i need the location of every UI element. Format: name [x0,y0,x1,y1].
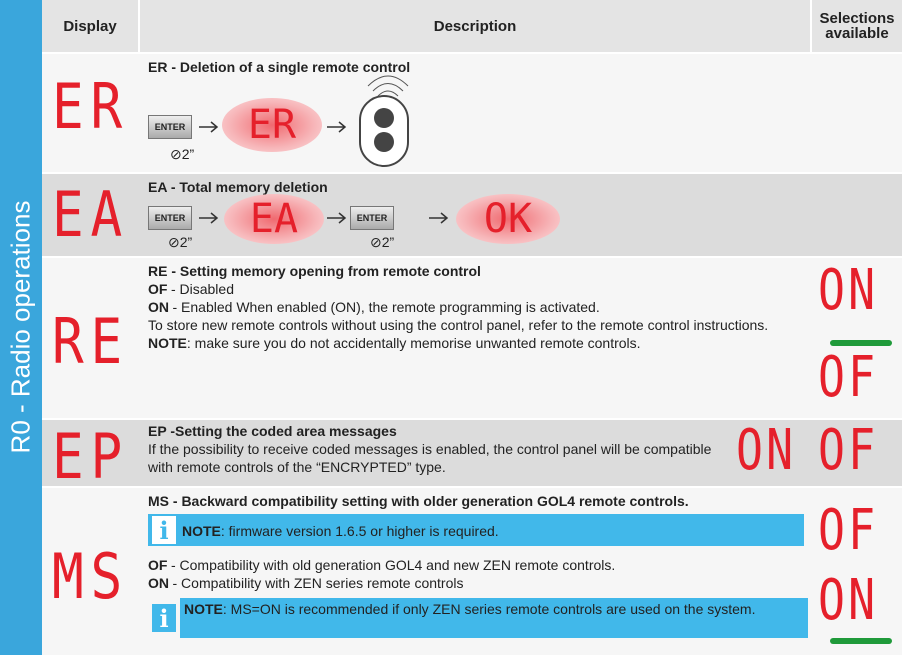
side-label: R0 - Radio operations [5,200,36,454]
line: ON - Enabled When enabled (ON), the remot… [148,298,808,316]
term: OF [148,281,168,297]
button: ENTER [148,115,192,139]
arrow [327,212,347,224]
remote-icon [359,75,409,167]
line: NOTE: make sure you do not accidentally … [148,334,808,352]
line-text: - Enabled When enabled (ON), the remote … [172,299,600,315]
screen: ER [222,98,322,152]
row-text: RE - Setting memory opening from remote … [148,262,808,352]
row-text: EP -Setting the coded area messages If t… [148,422,728,476]
line-text: - Compatibility with ZEN series remote c… [172,575,464,591]
line-text: - Compatibility with old generation GOL4… [170,557,616,573]
term: NOTE [184,601,223,617]
display-code: EA [52,178,130,251]
selection: ON [818,258,879,323]
button: ENTER [350,206,394,230]
selection: ON [818,568,879,633]
header-selections: Selections available [812,0,902,52]
arrow [429,212,449,224]
note-text: : firmware version 1.6.5 or higher is re… [220,523,499,539]
note: NOTE: MS=ON is recommended if only ZEN s… [184,600,794,618]
header-description: Description [140,0,810,52]
line: OF - Disabled [148,280,808,298]
term: NOTE [148,335,187,351]
display-code: MS [52,540,130,613]
display-code: RE [52,305,130,378]
note-text: : MS=ON is recommended if only ZEN serie… [222,601,756,617]
term: ON [148,299,169,315]
time: ⊘2” [168,234,193,250]
arrow [199,121,219,133]
line: To store new remote controls without usi… [148,317,769,333]
screen: EA [224,194,324,244]
time-value: 2” [381,234,395,250]
line: OF - Compatibility with old generation GO… [148,556,615,574]
row [42,418,902,486]
header-display: Display [42,0,138,52]
time-value: 2” [179,234,193,250]
row [42,52,902,172]
screen: OK [456,194,560,244]
row [42,256,902,418]
row-title: ER - Deletion of a single remote control [148,59,411,75]
note-box [148,514,804,546]
default-marker [830,340,892,346]
line: If the possibility to receive coded mess… [148,441,712,475]
time: ⊘2” [370,234,395,250]
selection: OF [818,345,879,410]
note: NOTE: firmware version 1.6.5 or higher i… [182,522,499,540]
row-title: RE - Setting memory opening from remote … [148,263,481,279]
time-value: 2” [181,146,195,162]
row-title: MS - Backward compatibility setting with… [148,493,689,509]
selection: ON [736,418,797,483]
button: ENTER [148,206,192,230]
info-icon: i [152,516,176,545]
note-box [180,598,808,638]
term: ON [148,575,169,591]
line-text: : make sure you do not accidentally memo… [186,335,641,351]
row-title: EP -Setting the coded area messages [148,423,397,439]
term: NOTE [182,523,221,539]
selection: OF [818,418,879,483]
display-code: EP [52,420,130,493]
arrow [327,121,347,133]
info-icon: i [152,604,176,633]
display-code: ER [52,70,130,143]
line-text: - Disabled [170,281,234,297]
default-marker [830,638,892,644]
row-title: EA - Total memory deletion [148,179,328,195]
term: OF [148,557,168,573]
arrow [199,212,219,224]
time: ⊘2” [170,146,195,162]
selection: OF [818,498,879,563]
side-bar: R0 - Radio operations [0,0,42,655]
line: ON - Compatibility with ZEN series remote… [148,574,615,592]
row-text: OF - Compatibility with old generation GO… [148,556,615,592]
